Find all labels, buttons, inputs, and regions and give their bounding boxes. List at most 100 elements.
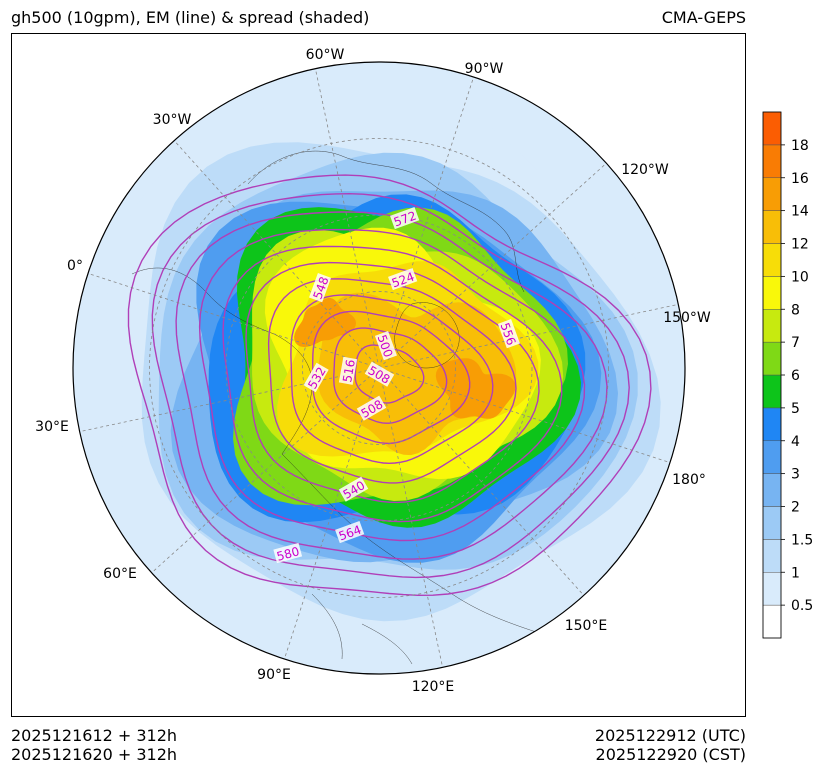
contour-500 (354, 344, 425, 404)
colorbar-label-7: 6 (791, 368, 800, 384)
graticule (79, 68, 679, 668)
map-boundary (72, 61, 686, 675)
coastline-south-asia (311, 593, 413, 665)
colorbar-boxes (762, 111, 782, 639)
longitude-label-4: 0° (67, 258, 83, 274)
contour-label-bg-9 (338, 476, 369, 502)
latitude-circle-2 (149, 138, 609, 598)
colorbar-label-8: 7 (791, 335, 800, 351)
init-time-cst: 2025121620 + 312h (11, 745, 178, 764)
contour-label-bg-1 (388, 268, 418, 291)
colorbar-ticks: 0.5 1 1.5 2 3 4 5 6 7 8 10 12 14 16 18 (781, 138, 813, 614)
colorbar-box-6 (762, 407, 782, 442)
colorbar-box-2 (762, 539, 782, 573)
colorbar-box-14 (762, 144, 782, 179)
contour-540 (245, 261, 540, 504)
contour-label-bg-10 (335, 521, 365, 544)
coastline-north-america (247, 150, 525, 293)
meridian-0 (87, 273, 380, 369)
colorbar-label-4: 3 (791, 467, 800, 483)
latitude-circle-1 (225, 214, 533, 522)
longitude-label-3: 120°W (621, 162, 669, 178)
contour-label-bg-3 (497, 319, 520, 349)
contour-label-bg-5 (338, 356, 358, 385)
longitude-label-7: 180° (672, 472, 706, 488)
longitude-label-8: 60°E (103, 566, 137, 582)
contour-580 (127, 174, 652, 597)
colorbar-box-9 (762, 309, 782, 343)
contour-556 (198, 228, 586, 542)
colorbar-box-1 (762, 572, 782, 606)
chart-title: gh500 (10gpm), EM (line) & spread (shade… (11, 8, 370, 27)
colorbar-label-1: 1 (791, 565, 800, 581)
coastline-asia (281, 453, 543, 635)
init-time-utc: 2025121612 + 312h (11, 726, 178, 745)
colorbar-box-5 (762, 440, 782, 474)
longitude-label-9: 150°E (565, 618, 608, 634)
contour-524 (290, 294, 494, 465)
colorbar-box-10 (762, 276, 782, 310)
colorbar-box-7 (762, 374, 782, 409)
longitude-labels: 60°W 90°W 30°W 120°W 0° 150°W 30°E 180° 60°E 150°… (35, 47, 711, 695)
contour-label-group-11: 580 (273, 542, 303, 564)
contour-label-11: 580 (275, 544, 301, 563)
meridian-3 (378, 76, 474, 369)
colorbar-label-11: 12 (791, 237, 809, 253)
contour-label-bg-8 (356, 395, 387, 421)
colorbar-label-9: 8 (791, 302, 800, 318)
colorbar-label-12: 14 (791, 204, 809, 220)
spread-area-12 (435, 358, 516, 419)
meridian-8 (378, 367, 443, 668)
colorbar-label-3: 2 (791, 500, 800, 516)
contour-label-bg-7 (303, 362, 329, 393)
colorbar-box-0 (762, 604, 782, 639)
colorbar-label-14: 18 (791, 138, 809, 154)
longitude-label-10: 90°E (257, 667, 291, 683)
contour-564 (175, 211, 608, 560)
longitude-label-2: 30°W (153, 112, 192, 128)
colorbar-label-13: 16 (791, 171, 809, 187)
colorbar-label-5: 4 (791, 434, 800, 450)
longitude-label-5: 150°W (663, 310, 711, 326)
meridian-5 (378, 304, 679, 369)
colorbar-label-6: 5 (791, 401, 800, 417)
spread-shading (73, 62, 685, 674)
longitude-label-11: 120°E (412, 679, 455, 695)
colorbar-box-12 (762, 210, 782, 244)
meridian-2 (315, 68, 380, 369)
contour-label-bg-11 (273, 542, 303, 564)
contour-532 (267, 278, 517, 484)
map-frame: 572 524 548 556 500 516 508 532 508 540 564 580 60°… (11, 33, 746, 717)
contour-508 (333, 327, 448, 424)
colorbar-box-11 (762, 243, 782, 277)
meridian-11 (79, 367, 380, 432)
longitude-label-6: 30°E (35, 419, 69, 435)
colorbar-box-4 (762, 473, 782, 507)
contour-label-group-5: 516 (338, 356, 358, 385)
longitude-label-1: 90°W (465, 61, 504, 77)
meridian-6 (378, 367, 671, 463)
longitude-label-0: 60°W (306, 47, 345, 63)
colorbar-box-8 (762, 341, 782, 376)
colorbar-box-3 (762, 506, 782, 540)
mean-height-contours (127, 174, 652, 597)
model-name: CMA-GEPS (661, 8, 746, 27)
colorbar-label-0: 0.5 (791, 598, 813, 614)
contour-label-bg-4 (374, 331, 397, 361)
contour-label-5: 516 (340, 359, 358, 384)
coastline-greenland (394, 302, 460, 369)
colorbar-box-15 (762, 111, 782, 146)
contour-label-bg-0 (390, 207, 420, 230)
colorbar-label-10: 10 (791, 269, 809, 285)
valid-time-cst: 2025122920 (CST) (595, 745, 746, 764)
colorbar-outline (762, 111, 782, 639)
contour-label-bg-2 (309, 273, 332, 303)
contour-label-bg-6 (364, 361, 395, 387)
valid-time-utc: 2025122912 (UTC) (594, 726, 746, 745)
colorbar-box-13 (762, 177, 782, 211)
latitude-circle-0 (302, 291, 456, 445)
colorbar-label-2: 1.5 (791, 532, 813, 548)
contour-548 (222, 245, 563, 523)
